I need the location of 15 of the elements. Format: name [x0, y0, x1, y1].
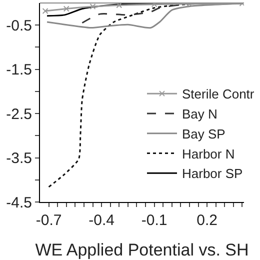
y-tick-label: -4.5	[6, 194, 32, 212]
legend-label: Bay SP	[182, 126, 226, 142]
legend-label: Harbor SP	[182, 166, 243, 182]
legend-label: Harbor N	[182, 146, 235, 162]
y-tick-label: -3.5	[6, 150, 32, 168]
y-tick-label: -0.5	[6, 17, 32, 34]
x-tick-label: 0.2	[196, 212, 218, 229]
x-tick-label: -0.1	[141, 212, 168, 229]
legend-label: Bay N	[182, 106, 218, 122]
x-tick-label: -0.7	[36, 212, 62, 229]
x-tick-label: -0.4	[88, 212, 114, 229]
legend-label: Sterile Contr	[182, 86, 255, 102]
y-tick-label: -1.5	[6, 62, 32, 79]
y-tick-label: -2.5	[6, 106, 32, 123]
x-axis-title: WE Applied Potential vs. SH	[35, 240, 249, 260]
